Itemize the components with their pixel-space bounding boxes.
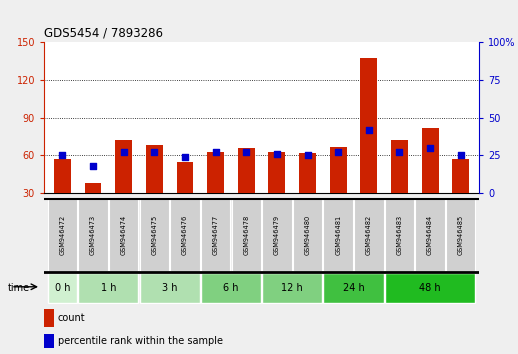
Point <box>181 154 189 160</box>
Bar <box>170 199 200 271</box>
Point <box>120 149 128 155</box>
Text: 0 h: 0 h <box>55 282 70 293</box>
Point <box>242 149 250 155</box>
Point <box>89 163 97 169</box>
Text: percentile rank within the sample: percentile rank within the sample <box>58 336 223 346</box>
Point <box>58 153 66 158</box>
Bar <box>385 273 476 303</box>
Text: 3 h: 3 h <box>162 282 177 293</box>
Bar <box>177 161 193 193</box>
Bar <box>116 140 132 193</box>
Text: GDS5454 / 7893286: GDS5454 / 7893286 <box>44 27 163 40</box>
Point <box>457 153 465 158</box>
Text: GSM946476: GSM946476 <box>182 215 188 255</box>
Text: GSM946483: GSM946483 <box>396 215 402 255</box>
Text: 48 h: 48 h <box>419 282 441 293</box>
Bar <box>330 147 347 193</box>
Point <box>273 151 281 156</box>
Point <box>211 149 220 155</box>
Text: GSM946474: GSM946474 <box>121 215 127 255</box>
Text: 24 h: 24 h <box>342 282 364 293</box>
Bar <box>78 273 138 303</box>
Text: 12 h: 12 h <box>281 282 303 293</box>
Bar <box>293 199 322 271</box>
Bar <box>268 152 285 193</box>
Point <box>426 145 434 151</box>
Point <box>395 149 404 155</box>
Text: count: count <box>58 313 85 323</box>
Text: GSM946482: GSM946482 <box>366 215 372 255</box>
Text: GSM946472: GSM946472 <box>60 215 65 255</box>
Point <box>304 153 312 158</box>
Bar <box>232 199 261 271</box>
Bar <box>140 199 169 271</box>
Bar <box>422 128 439 193</box>
Text: GSM946478: GSM946478 <box>243 215 249 255</box>
Bar <box>78 199 108 271</box>
Bar <box>446 199 476 271</box>
Bar <box>140 273 200 303</box>
Bar <box>238 148 255 193</box>
Bar <box>201 199 231 271</box>
Bar <box>54 159 71 193</box>
Bar <box>262 199 292 271</box>
Bar <box>207 152 224 193</box>
Text: GSM946479: GSM946479 <box>274 215 280 255</box>
Text: GSM946484: GSM946484 <box>427 215 433 255</box>
Bar <box>385 199 414 271</box>
Point <box>150 149 159 155</box>
Text: GSM946477: GSM946477 <box>212 215 219 255</box>
Text: 6 h: 6 h <box>223 282 239 293</box>
Bar <box>323 273 383 303</box>
Bar <box>44 334 53 348</box>
Bar <box>146 145 163 193</box>
Bar <box>323 199 353 271</box>
Text: GSM946485: GSM946485 <box>458 215 464 255</box>
Bar <box>361 57 377 193</box>
Text: GSM946473: GSM946473 <box>90 215 96 255</box>
Text: time: time <box>8 282 30 293</box>
Text: 1 h: 1 h <box>100 282 116 293</box>
Point <box>334 149 342 155</box>
Bar <box>415 199 445 271</box>
Text: GSM946481: GSM946481 <box>335 215 341 255</box>
Bar <box>109 199 138 271</box>
Text: GSM946475: GSM946475 <box>151 215 157 255</box>
Bar <box>391 140 408 193</box>
Bar <box>299 153 316 193</box>
Bar <box>452 159 469 193</box>
Point <box>365 127 373 132</box>
Text: GSM946480: GSM946480 <box>305 215 311 255</box>
Bar <box>48 273 77 303</box>
Bar <box>48 199 77 271</box>
Bar <box>84 183 102 193</box>
Bar <box>262 273 322 303</box>
Bar <box>354 199 383 271</box>
Bar <box>44 309 53 326</box>
Bar <box>201 273 261 303</box>
